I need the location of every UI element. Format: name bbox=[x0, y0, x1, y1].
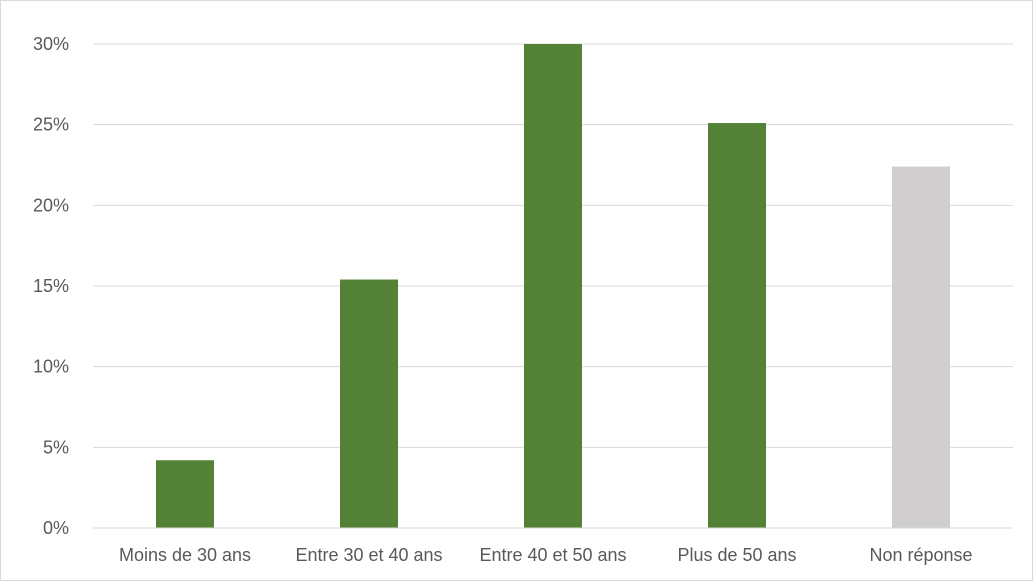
bar-1 bbox=[156, 460, 214, 528]
x-category-label: Non réponse bbox=[869, 545, 972, 565]
y-tick-label: 5% bbox=[43, 437, 69, 457]
y-tick-label: 20% bbox=[33, 195, 69, 215]
y-tick-label: 25% bbox=[33, 115, 69, 135]
x-axis-category-labels: Moins de 30 ans Entre 30 et 40 ans Entre 4… bbox=[119, 545, 973, 565]
bar-4 bbox=[708, 123, 766, 528]
y-axis-tick-labels: 0% 5% 10% 15% 20% 25% 30% bbox=[33, 34, 69, 538]
y-tick-label: 0% bbox=[43, 518, 69, 538]
x-category-label: Plus de 50 ans bbox=[677, 545, 796, 565]
y-tick-label: 10% bbox=[33, 357, 69, 377]
x-category-label: Entre 30 et 40 ans bbox=[295, 545, 442, 565]
bar-5 bbox=[892, 166, 950, 528]
bars bbox=[156, 44, 950, 528]
bar-2 bbox=[340, 279, 398, 528]
bar-3 bbox=[524, 44, 582, 528]
y-tick-label: 30% bbox=[33, 34, 69, 54]
x-category-label: Entre 40 et 50 ans bbox=[479, 545, 626, 565]
x-category-label: Moins de 30 ans bbox=[119, 545, 251, 565]
y-tick-label: 15% bbox=[33, 276, 69, 296]
